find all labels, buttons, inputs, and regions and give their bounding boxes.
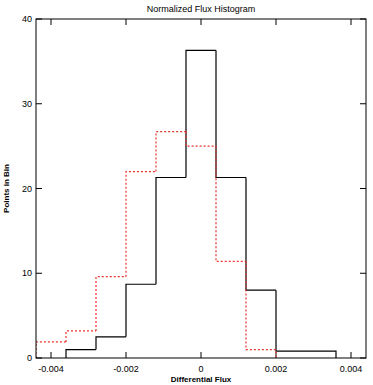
x-tick-label: -0.002 <box>113 364 139 374</box>
x-tick-label: 0.002 <box>265 364 288 374</box>
histogram-bin <box>246 177 276 290</box>
histogram-bin <box>156 177 186 284</box>
y-tick-right <box>360 103 366 104</box>
histogram-bin <box>216 146 246 261</box>
y-tick-right <box>360 188 366 189</box>
x-axis-label: Differential Flux <box>171 375 232 384</box>
x-tick-top <box>126 19 127 25</box>
x-tick-top <box>351 19 352 25</box>
y-axis-label: Points in Bin <box>2 164 11 213</box>
x-tick-label: -0.004 <box>38 364 64 374</box>
y-tick <box>36 188 42 189</box>
x-tick <box>351 352 352 358</box>
histogram-bin <box>186 50 216 177</box>
chart: Normalized Flux Histogram Points in Bin Di… <box>0 0 373 385</box>
y-tick <box>36 103 42 104</box>
x-tick-label: 0.004 <box>340 364 363 374</box>
plot-data <box>36 50 336 358</box>
x-tick-top <box>276 19 277 25</box>
histogram-bin <box>276 290 306 351</box>
y-tick <box>36 273 42 274</box>
y-tick-label: 0 <box>27 353 32 363</box>
histogram-bin <box>36 342 66 358</box>
x-tick-top <box>201 19 202 25</box>
histogram-bin <box>126 172 156 277</box>
histogram-bin <box>66 350 96 358</box>
x-tick <box>201 352 202 358</box>
x-tick <box>51 352 52 358</box>
histogram-bin <box>66 331 96 342</box>
y-tick-label: 20 <box>22 184 32 194</box>
y-tick-right <box>360 273 366 274</box>
x-tick-label: 0 <box>198 364 203 374</box>
y-tick-label: 30 <box>22 99 32 109</box>
histogram-bin <box>126 284 156 337</box>
histogram-bin <box>306 351 336 358</box>
histogram-bin <box>156 132 186 172</box>
x-tick-top <box>51 19 52 25</box>
title: Normalized Flux Histogram <box>147 4 256 14</box>
plot-frame <box>36 19 366 358</box>
histogram-bin <box>186 132 216 146</box>
y-tick-label: 40 <box>22 14 32 24</box>
histogram-bin <box>96 337 126 350</box>
histogram-bin <box>216 50 246 177</box>
histogram-bin <box>96 277 126 331</box>
histogram-bin <box>246 261 276 358</box>
y-tick-label: 10 <box>22 268 32 278</box>
x-tick <box>126 352 127 358</box>
